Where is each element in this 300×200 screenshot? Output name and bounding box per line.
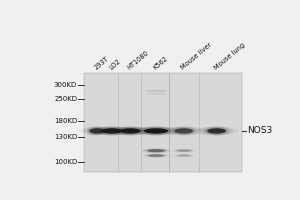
Ellipse shape: [94, 127, 130, 135]
Text: HT1080: HT1080: [127, 50, 150, 71]
Ellipse shape: [143, 154, 169, 158]
Ellipse shape: [89, 128, 104, 134]
Ellipse shape: [144, 128, 168, 134]
Text: 180KD: 180KD: [54, 118, 77, 124]
Ellipse shape: [83, 127, 110, 135]
Text: Mouse liver: Mouse liver: [180, 42, 213, 71]
FancyBboxPatch shape: [84, 73, 242, 172]
Ellipse shape: [175, 128, 194, 134]
Ellipse shape: [134, 127, 178, 135]
Ellipse shape: [142, 148, 170, 153]
Ellipse shape: [112, 127, 148, 135]
Ellipse shape: [117, 127, 144, 135]
Text: 100KD: 100KD: [54, 159, 77, 165]
Ellipse shape: [79, 127, 115, 135]
Text: LO2: LO2: [108, 58, 122, 71]
Ellipse shape: [207, 128, 226, 134]
Ellipse shape: [102, 128, 122, 134]
Ellipse shape: [120, 128, 141, 134]
Ellipse shape: [146, 93, 167, 95]
Ellipse shape: [145, 90, 168, 92]
Ellipse shape: [88, 127, 136, 135]
Text: 293T: 293T: [93, 56, 110, 71]
Ellipse shape: [106, 127, 155, 135]
Text: K562: K562: [152, 55, 169, 71]
Ellipse shape: [194, 127, 239, 135]
Ellipse shape: [147, 149, 165, 152]
Text: 300KD: 300KD: [54, 82, 77, 88]
Ellipse shape: [177, 154, 191, 157]
Ellipse shape: [167, 127, 201, 135]
Text: 250KD: 250KD: [54, 96, 77, 102]
Ellipse shape: [204, 127, 229, 135]
Text: 130KD: 130KD: [54, 134, 77, 140]
Ellipse shape: [127, 127, 185, 135]
Ellipse shape: [176, 149, 192, 152]
Ellipse shape: [172, 149, 196, 152]
Text: NOS3: NOS3: [247, 126, 272, 135]
Text: Mouse lung: Mouse lung: [213, 42, 246, 71]
Ellipse shape: [173, 154, 195, 157]
Ellipse shape: [140, 127, 172, 135]
Ellipse shape: [148, 154, 164, 157]
Ellipse shape: [99, 127, 125, 135]
Ellipse shape: [200, 127, 233, 135]
Ellipse shape: [87, 127, 106, 135]
Ellipse shape: [172, 127, 196, 135]
